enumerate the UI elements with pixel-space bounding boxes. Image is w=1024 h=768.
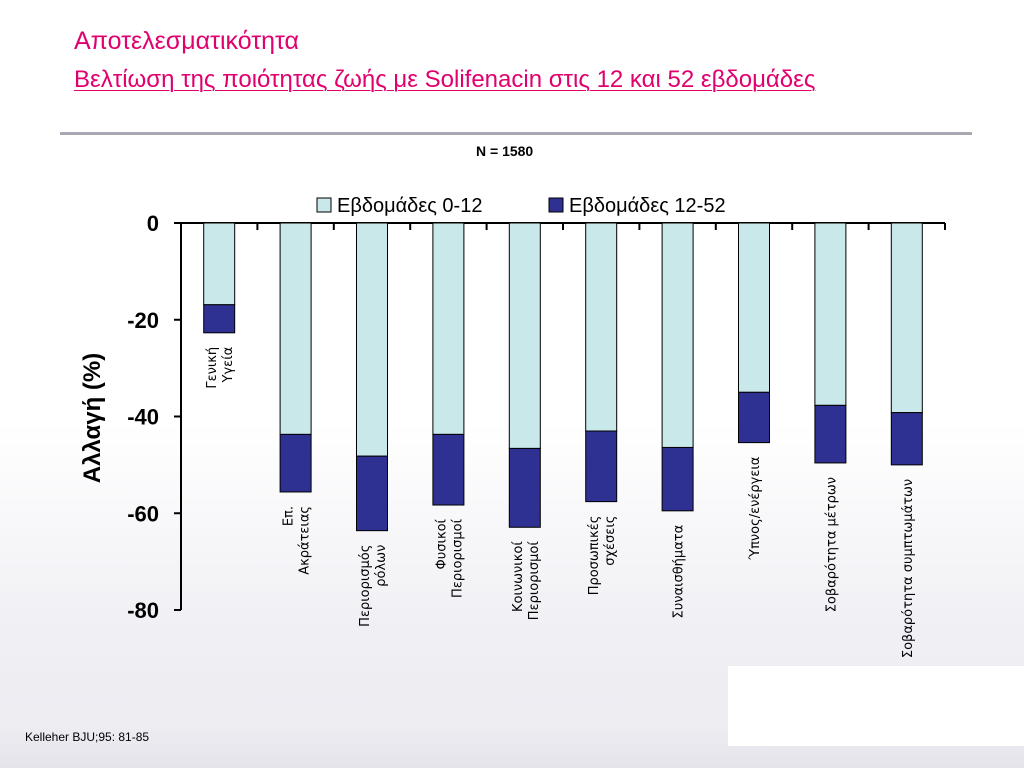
category-label: Προσωπικέςσχέσεις (587, 516, 618, 596)
category-label: Σοβαρότητα συμπτωμάτων (901, 479, 916, 658)
bar-segment-1 (508, 222, 541, 449)
category-label: Περιορισμόςρόλων (358, 545, 389, 627)
y-tick-label: -60 (127, 501, 159, 526)
bar-segment-2 (203, 304, 236, 334)
bar-segment-1 (203, 222, 236, 306)
bar-segment-1 (432, 222, 465, 435)
source-citation: Kelleher BJU;95: 81-85 (25, 730, 150, 744)
category-label: Σοβαρότητα μέτρων (824, 477, 839, 612)
bar-segment-1 (585, 222, 618, 432)
legend-swatch-2 (548, 197, 564, 213)
bar-segment-2 (661, 446, 694, 512)
bar-segment-1 (356, 222, 388, 457)
bar-segment-2 (814, 404, 847, 464)
bar-segment-2 (508, 447, 541, 528)
y-tick-label: -20 (127, 308, 159, 333)
bar-segment-2 (738, 391, 770, 444)
white-patch (728, 666, 1024, 746)
slide-subtitle: Βελτίωση της ποιότητας ζωής με Solifenac… (74, 66, 816, 93)
y-axis-title: Αλλαγή (%) (79, 353, 106, 484)
category-label: Ύπνος/ενέργεια (748, 457, 763, 561)
bar-segment-2 (585, 430, 618, 503)
bar-segment-2 (890, 412, 923, 466)
bar-segment-1 (661, 222, 694, 448)
legend-label-2: Εβδομάδες 12-52 (569, 195, 726, 217)
category-label: ΓενικήΥγεία (205, 347, 236, 389)
bar-segment-1 (279, 222, 312, 435)
bar-segment-2 (356, 455, 388, 532)
slide-title: Αποτελεσματικότητα (74, 27, 299, 55)
bar-segment-1 (814, 222, 847, 406)
category-label: Επ.Ακράτειας (282, 506, 313, 575)
bar-segment-1 (738, 222, 770, 393)
bar-segment-2 (432, 433, 465, 506)
y-tick-label: -40 (127, 405, 159, 430)
category-label: ΚοινωνικοίΠεριορισμοί (511, 541, 542, 621)
sample-size-label: N = 1580 (476, 143, 534, 159)
legend-label-1: Εβδομάδες 0-12 (337, 195, 482, 217)
category-label: Συναισθήματα (672, 525, 687, 619)
bar-segment-1 (890, 222, 923, 414)
title-divider (60, 132, 972, 135)
y-tick-label: 0 (147, 211, 159, 236)
y-tick-label: -80 (127, 598, 159, 623)
legend-swatch-1 (316, 197, 332, 213)
category-label: ΦυσικοίΠεριορισμοί (434, 518, 465, 598)
bar-segment-2 (279, 433, 312, 493)
